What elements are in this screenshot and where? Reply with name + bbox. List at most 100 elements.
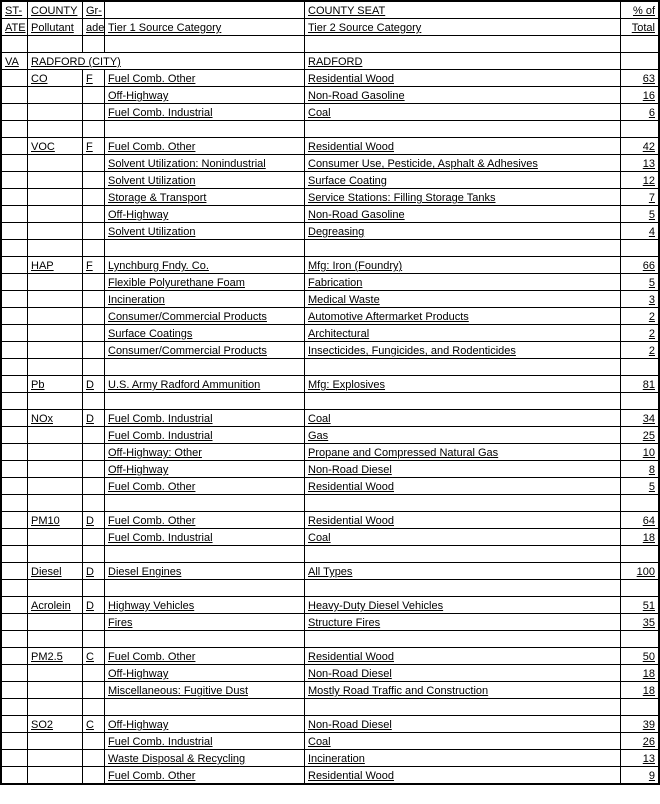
cell (28, 342, 83, 359)
hdr-county: COUNTY (28, 2, 83, 19)
tier2-cell: Automotive Aftermarket Products (305, 308, 621, 325)
data-row: Off-HighwayNon-Road Diesel18 (2, 665, 659, 682)
county-row: VARADFORD (CITY)RADFORD (2, 53, 659, 70)
cell (28, 172, 83, 189)
tier1-cell: Lynchburg Fndy. Co. (105, 257, 305, 274)
tier2-cell: Mfg: Explosives (305, 376, 621, 393)
tier1-cell: Off-Highway (105, 87, 305, 104)
cell (83, 665, 105, 682)
hdr-grade2: ade (83, 19, 105, 36)
tier1-cell: Surface Coatings (105, 325, 305, 342)
tier1-cell: Fuel Comb. Industrial (105, 427, 305, 444)
state-code: VA (2, 53, 28, 70)
data-row: Solvent UtilizationDegreasing4 (2, 223, 659, 240)
cell (83, 291, 105, 308)
cell (28, 733, 83, 750)
pct-cell: 13 (621, 155, 659, 172)
cell (28, 478, 83, 495)
blank-row (2, 580, 659, 597)
grade-label: F (83, 257, 105, 274)
pct-cell: 6 (621, 104, 659, 121)
cell (28, 223, 83, 240)
tier1-cell: Fuel Comb. Other (105, 648, 305, 665)
hdr-total: Total (621, 19, 659, 36)
tier2-cell: Residential Wood (305, 648, 621, 665)
pct-cell: 25 (621, 427, 659, 444)
grade-label: C (83, 716, 105, 733)
cell (83, 155, 105, 172)
tier1-cell: Fuel Comb. Industrial (105, 733, 305, 750)
cell (83, 733, 105, 750)
pct-cell: 42 (621, 138, 659, 155)
tier1-cell: Solvent Utilization: Nonindustrial (105, 155, 305, 172)
pct-cell: 18 (621, 682, 659, 699)
hdr-tier1: Tier 1 Source Category (105, 19, 305, 36)
pct-cell: 18 (621, 665, 659, 682)
grade-label: D (83, 512, 105, 529)
data-row: SO2COff-HighwayNon-Road Diesel39 (2, 716, 659, 733)
cell (28, 206, 83, 223)
pollutant-label: PM10 (28, 512, 83, 529)
data-row: Miscellaneous: Fugitive DustMostly Road … (2, 682, 659, 699)
pollutant-label: CO (28, 70, 83, 87)
hdr-pct: % of (621, 2, 659, 19)
pct-cell: 7 (621, 189, 659, 206)
data-row: PbDU.S. Army Radford AmmunitionMfg: Expl… (2, 376, 659, 393)
cell (28, 767, 83, 784)
pct-cell: 5 (621, 478, 659, 495)
cell (83, 427, 105, 444)
data-row: Solvent Utilization: NonindustrialConsum… (2, 155, 659, 172)
pct-cell: 26 (621, 733, 659, 750)
tier2-cell: Non-Road Diesel (305, 716, 621, 733)
cell (28, 104, 83, 121)
pct-cell: 12 (621, 172, 659, 189)
tier1-cell: Miscellaneous: Fugitive Dust (105, 682, 305, 699)
cell (83, 682, 105, 699)
cell (83, 750, 105, 767)
pct-cell: 66 (621, 257, 659, 274)
pct-cell: 5 (621, 206, 659, 223)
tier1-cell: Off-Highway (105, 665, 305, 682)
pollutant-label: SO2 (28, 716, 83, 733)
data-row: Fuel Comb. OtherResidential Wood9 (2, 767, 659, 784)
county-seat: RADFORD (305, 53, 621, 70)
blank-row (2, 699, 659, 716)
tier2-cell: Residential Wood (305, 767, 621, 784)
pollutant-label: Pb (28, 376, 83, 393)
blank-row (2, 546, 659, 563)
cell (83, 223, 105, 240)
pct-cell: 9 (621, 767, 659, 784)
tier1-cell: Consumer/Commercial Products (105, 342, 305, 359)
cell (28, 308, 83, 325)
cell (28, 325, 83, 342)
data-table: ST-COUNTYGr-COUNTY SEAT% ofATEPollutanta… (0, 0, 660, 785)
pct-cell: 50 (621, 648, 659, 665)
data-row: IncinerationMedical Waste3 (2, 291, 659, 308)
tier1-cell: Fuel Comb. Other (105, 138, 305, 155)
pct-cell: 10 (621, 444, 659, 461)
tier1-cell: Storage & Transport (105, 189, 305, 206)
cell (28, 665, 83, 682)
tier2-cell: Service Stations: Filling Storage Tanks (305, 189, 621, 206)
pct-cell: 3 (621, 291, 659, 308)
tier2-cell: Medical Waste (305, 291, 621, 308)
tier2-cell: Non-Road Gasoline (305, 87, 621, 104)
tier1-cell: Off-Highway (105, 716, 305, 733)
cell (83, 342, 105, 359)
tier2-cell: Non-Road Diesel (305, 461, 621, 478)
data-row: Off-Highway: OtherPropane and Compressed… (2, 444, 659, 461)
tier1-cell: Fuel Comb. Other (105, 767, 305, 784)
data-row: Surface CoatingsArchitectural2 (2, 325, 659, 342)
hdr-seat: COUNTY SEAT (305, 2, 621, 19)
tier1-cell: Off-Highway (105, 461, 305, 478)
table: ST-COUNTYGr-COUNTY SEAT% ofATEPollutanta… (1, 1, 659, 784)
tier2-cell: Mostly Road Traffic and Construction (305, 682, 621, 699)
grade-label: F (83, 70, 105, 87)
grade-label: D (83, 376, 105, 393)
cell (83, 274, 105, 291)
hdr-pollutant: Pollutant (28, 19, 83, 36)
cell (28, 750, 83, 767)
hdr-t1-blank (105, 2, 305, 19)
grade-label: D (83, 563, 105, 580)
data-row: HAPFLynchburg Fndy. Co.Mfg: Iron (Foundr… (2, 257, 659, 274)
